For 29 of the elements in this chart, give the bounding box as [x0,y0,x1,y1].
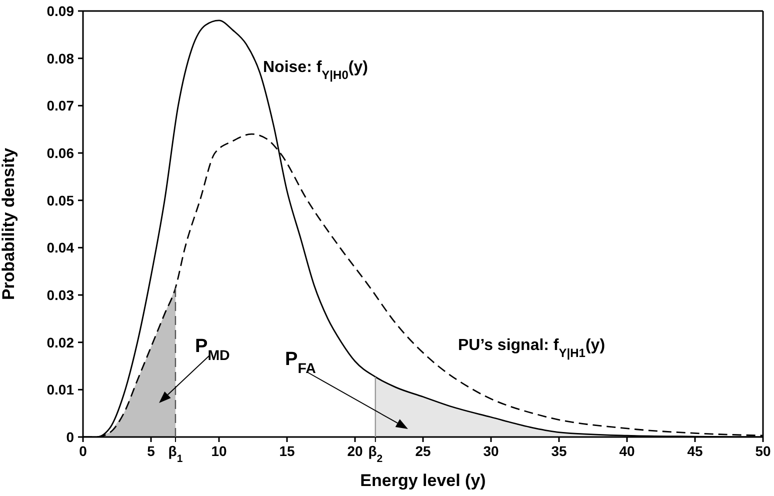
y-tick-label: 0.02 [46,334,74,350]
y-tick-label: 0.03 [46,287,74,303]
annotation: P$_{MD}$ [195,336,230,364]
x-tick-label: 25 [415,443,431,459]
series-label: Noise: f$_{Y|H0}$(y) [263,59,368,82]
annotation: P$_{FA}$ [285,349,316,377]
y-tick-label: 0.07 [46,98,74,114]
y-tick-label: 0.05 [46,192,74,208]
y-axis-title: Probability density [0,147,18,300]
x-tick-label: 35 [551,443,567,459]
ref-line-label: β$_{2}$ [368,443,383,465]
x-tick-label: 50 [755,443,771,459]
y-tick-label: 0.04 [46,240,74,256]
y-tick-label: 0.06 [46,145,74,161]
x-tick-label: 5 [147,443,156,459]
x-axis-title: Energy level (y) [360,471,486,490]
x-tick-label: 0 [79,443,88,459]
x-tick-label: 10 [211,443,227,459]
x-tick-label: 20 [347,443,363,459]
x-tick-label: 40 [619,443,635,459]
y-tick-label: 0.09 [46,3,74,19]
x-tick-label: 30 [483,443,499,459]
x-tick-label: 15 [279,443,295,459]
series-label: PU’s signal: f$_{Y|H1}$(y) [458,337,606,360]
y-tick-label: 0 [66,429,74,445]
y-tick-label: 0.01 [46,382,74,398]
y-tick-label: 0.08 [46,50,74,66]
x-tick-label: 45 [687,443,703,459]
ref-line-label: β$_{1}$ [168,443,183,465]
